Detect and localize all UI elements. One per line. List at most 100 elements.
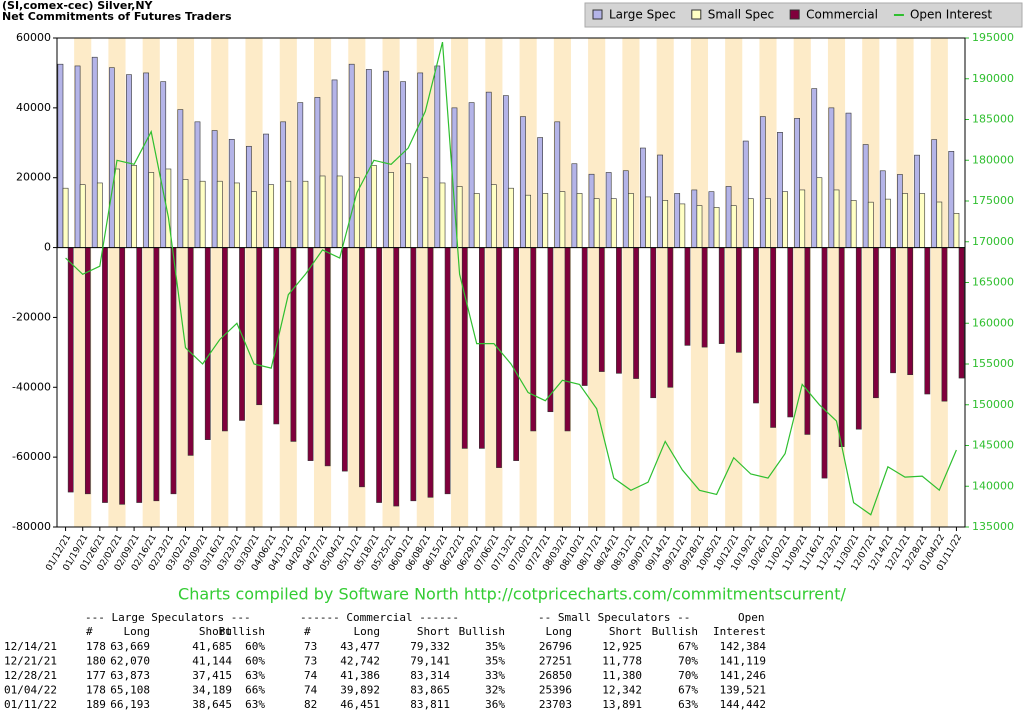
bar: [422, 177, 429, 248]
bar: [461, 247, 468, 449]
bar: [897, 174, 903, 248]
y2-tick-label: 135000: [972, 520, 1014, 533]
bar: [890, 247, 896, 374]
bar: [228, 138, 235, 248]
bar: [799, 189, 806, 248]
bar: [199, 180, 206, 248]
table-cell: 74: [304, 684, 318, 697]
bar: [542, 193, 549, 248]
bar: [79, 184, 86, 248]
table-cell: 35%: [485, 655, 505, 668]
y2-tick-label: 155000: [972, 357, 1014, 370]
bar: [610, 198, 617, 248]
chart-subtitle: Net Commitments of Futures Traders: [2, 10, 232, 23]
legend: Large Spec Small Spec Commercial Open Inter…: [584, 2, 1023, 28]
bar: [650, 247, 657, 399]
bar: [182, 179, 189, 248]
table-cell: 11,778: [602, 655, 642, 668]
bar: [782, 191, 788, 248]
bar: [444, 247, 451, 495]
bar: [821, 247, 828, 479]
bar: [341, 247, 348, 472]
table-cell: 63,669: [110, 640, 150, 653]
table-cell: 178: [86, 684, 106, 697]
bar: [520, 116, 526, 248]
y2-tick-label: 195000: [972, 31, 1014, 44]
bar: [67, 247, 74, 493]
legend-label: Large Spec: [609, 8, 676, 22]
bar: [400, 81, 406, 248]
bar: [314, 97, 321, 248]
legend-label: Open Interest: [910, 8, 992, 22]
table-cell: 62,070: [110, 655, 150, 668]
bar: [862, 144, 869, 248]
table-column-header: #: [304, 625, 311, 638]
legend-label: Commercial: [806, 8, 878, 22]
bar: [160, 81, 167, 248]
bar: [153, 247, 160, 502]
bar: [936, 201, 943, 248]
bar: [845, 112, 852, 248]
table-column-header: Interest: [713, 625, 766, 638]
legend-box: [584, 2, 1023, 28]
bar: [622, 170, 629, 248]
table-cell: 26796: [539, 640, 572, 653]
table-cell: 46,451: [340, 698, 380, 711]
legend-swatch: [691, 9, 702, 20]
bar: [759, 116, 766, 248]
bar: [855, 247, 862, 430]
bar: [405, 163, 412, 248]
bar: [948, 151, 955, 248]
bar: [742, 140, 749, 248]
bar: [777, 132, 783, 248]
bar: [770, 247, 776, 428]
band: [896, 38, 914, 527]
table-cell: 39,892: [340, 684, 380, 697]
bar: [696, 205, 703, 248]
bar: [490, 184, 497, 248]
table-cell: 83,811: [410, 698, 450, 711]
table-cell: 42,742: [340, 655, 380, 668]
band: [725, 38, 743, 527]
table-cell: 180: [86, 655, 106, 668]
bar: [662, 200, 669, 248]
bar: [616, 247, 622, 374]
table-cell: 13,891: [602, 698, 642, 711]
table-cell: 25396: [539, 684, 572, 697]
bar: [479, 247, 485, 449]
bar: [496, 247, 502, 468]
bar: [96, 182, 103, 248]
bar: [513, 247, 520, 461]
chart-title: (SI,comex-cec) Silver,NY: [2, 0, 154, 12]
bar: [170, 247, 177, 495]
table-cell: 33%: [485, 669, 505, 682]
bar: [907, 247, 914, 376]
bar: [119, 247, 125, 505]
table-cell: 189: [86, 698, 106, 711]
table-cell: 35%: [485, 640, 505, 653]
table-cell: 67%: [678, 684, 698, 697]
y2-tick-label: 185000: [972, 113, 1014, 126]
table-cell: 12,925: [602, 640, 642, 653]
bar: [268, 184, 275, 248]
bar: [336, 175, 343, 248]
y2-tick-label: 160000: [972, 316, 1014, 329]
bar: [547, 247, 554, 413]
table-column-header: Long: [546, 625, 573, 638]
y2-tick-label: 175000: [972, 194, 1014, 207]
bar: [919, 193, 926, 248]
bar: [684, 247, 691, 346]
line: [65, 41, 957, 516]
bar: [640, 147, 646, 248]
y2-tick-label: 180000: [972, 153, 1014, 166]
bar: [718, 247, 725, 344]
bar: [285, 180, 292, 248]
footer: Charts compiled by Software North http:/…: [178, 585, 847, 604]
bar: [273, 247, 280, 425]
legend-label: Small Spec: [708, 8, 774, 22]
table-cell: 12/28/21: [4, 669, 57, 682]
table-cell: 60%: [245, 655, 265, 668]
table-cell: 74: [304, 669, 318, 682]
table-cell: 63%: [678, 698, 698, 711]
